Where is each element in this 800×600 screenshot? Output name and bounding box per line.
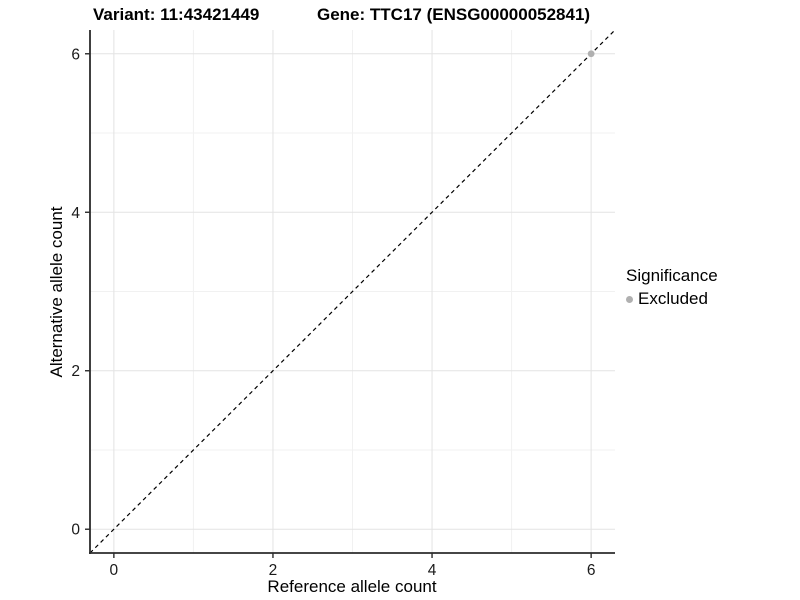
plot-title-variant: Variant: 11:43421449	[93, 5, 260, 24]
data-point	[587, 50, 595, 58]
legend-title: Significance	[626, 266, 718, 285]
legend-item-excluded: Excluded	[626, 289, 718, 309]
excluded-point-icon	[626, 295, 633, 303]
y-tick-label: 6	[71, 46, 80, 63]
legend: Significance Excluded	[626, 266, 718, 309]
y-axis-title: Alternative allele count	[47, 206, 66, 378]
x-tick-label: 6	[587, 562, 596, 579]
x-axis-title: Reference allele count	[267, 577, 437, 596]
x-tick-label: 0	[110, 562, 119, 579]
y-tick-label: 4	[71, 205, 80, 222]
legend-item-label: Excluded	[638, 289, 708, 308]
x-tick-label: 4	[428, 562, 437, 579]
y-tick-label: 0	[71, 522, 80, 539]
x-tick-label: 2	[269, 562, 278, 579]
y-tick-label: 2	[71, 363, 80, 380]
plot-title-gene: Gene: TTC17 (ENSG00000052841)	[317, 5, 591, 24]
identity-line	[89, 29, 616, 554]
